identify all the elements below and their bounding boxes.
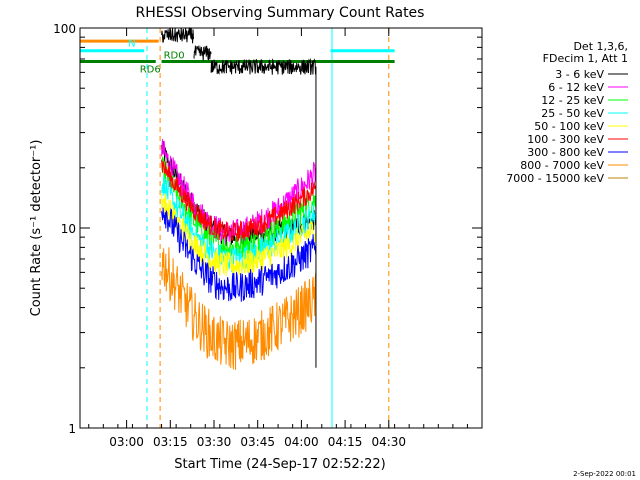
upper-trace-segment-0 bbox=[161, 26, 194, 44]
x-tick-label-3: 03:45 bbox=[240, 435, 275, 449]
series-line-5 bbox=[161, 159, 317, 242]
legend-label-0: 3 - 6 keV bbox=[555, 68, 604, 81]
y-axis-label: Count Rate (s⁻¹ detector⁻¹) bbox=[29, 140, 44, 317]
upper-trace-segment-1 bbox=[193, 45, 212, 61]
x-tick-label-1: 03:15 bbox=[153, 435, 188, 449]
x-tick-label-0: 03:00 bbox=[109, 435, 144, 449]
y-axis-label-text: Count Rate (s⁻¹ detector⁻¹) bbox=[29, 140, 44, 317]
series-upper-trace bbox=[161, 26, 317, 368]
series-line-4 bbox=[161, 193, 317, 276]
x-tick-label-2: 03:30 bbox=[197, 435, 232, 449]
y-tick-label-2: 100 bbox=[53, 22, 76, 36]
series-line-3 bbox=[161, 175, 317, 273]
chart-title: RHESSI Observing Summary Count Rates bbox=[136, 5, 425, 21]
legend-header-1: FDecim 1, Att 1 bbox=[543, 52, 628, 65]
footer-timestamp: 2-Sep-2022 00:01 bbox=[573, 470, 636, 478]
series-line-6 bbox=[161, 207, 317, 302]
legend-label-5: 100 - 300 keV bbox=[527, 133, 604, 146]
x-tick-label-6: 04:30 bbox=[371, 435, 406, 449]
legend-label-6: 300 - 800 keV bbox=[527, 146, 604, 159]
y-tick-label-0: 1 bbox=[68, 422, 76, 436]
upper-trace-segment-2 bbox=[210, 57, 316, 75]
state-bar-label-4: RD0 bbox=[164, 50, 185, 61]
state-bar-label-3: RD6 bbox=[140, 64, 161, 75]
legend-label-3: 25 - 50 keV bbox=[541, 107, 604, 120]
x-tick-label-4: 04:00 bbox=[284, 435, 319, 449]
series-line-7 bbox=[161, 247, 317, 370]
legend-label-4: 50 - 100 keV bbox=[534, 120, 604, 133]
y-tick-label-1: 10 bbox=[61, 222, 76, 236]
legend-label-1: 6 - 12 keV bbox=[548, 81, 604, 94]
legend-label-2: 12 - 25 keV bbox=[541, 94, 604, 107]
x-axis-label: Start Time (24-Sep-17 02:52:22) bbox=[174, 457, 385, 472]
x-tick-label-5: 04:15 bbox=[328, 435, 363, 449]
x-axis-label-text: Start Time (24-Sep-17 02:52:22) bbox=[174, 457, 385, 472]
chart-title-text: RHESSI Observing Summary Count Rates bbox=[136, 5, 425, 21]
state-bar-label-1: N bbox=[128, 39, 135, 50]
legend-label-7: 800 - 7000 keV bbox=[520, 159, 604, 172]
legend-header-0: Det 1,3,6, bbox=[573, 40, 628, 53]
legend-label-8: 7000 - 15000 keV bbox=[506, 172, 604, 185]
